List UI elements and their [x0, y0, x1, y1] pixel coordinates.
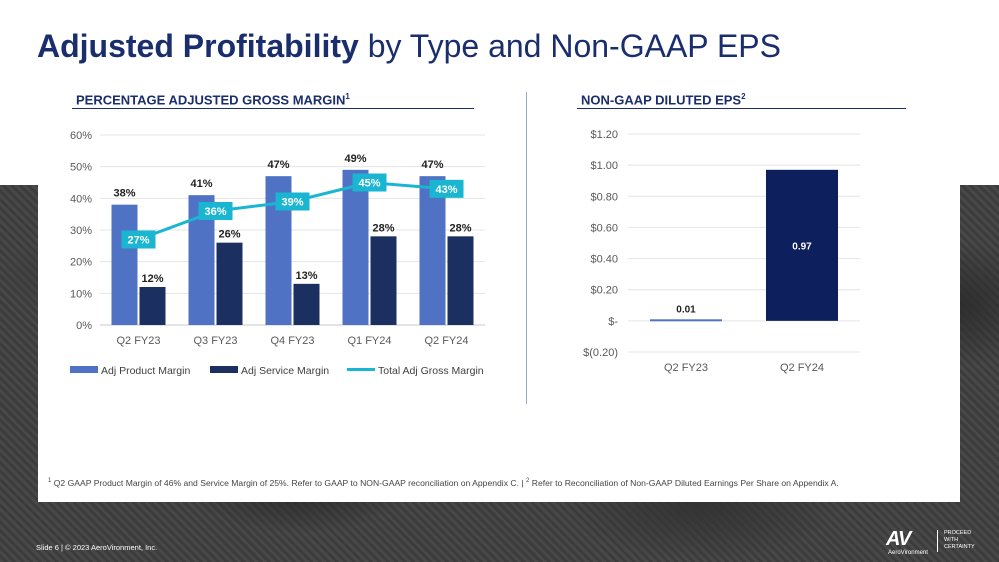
y-tick-label: $0.80 — [590, 191, 618, 203]
total-margin-label-box — [275, 192, 310, 211]
section-divider — [526, 92, 527, 404]
margin-title-rule — [72, 108, 474, 109]
x-tick-label: Q4 FY23 — [270, 335, 314, 347]
title-bold: Adjusted Profitability — [37, 28, 359, 64]
service-margin-label: 12% — [141, 273, 163, 285]
y-tick-label: 40% — [70, 193, 92, 205]
product-margin-bar — [111, 204, 138, 325]
y-tick-label: $(0.20) — [583, 347, 618, 359]
logo-mark: AV — [886, 528, 911, 550]
total-margin-label-box — [198, 202, 233, 220]
total-margin-label: 43% — [435, 184, 457, 196]
service-margin-label: 13% — [295, 270, 317, 282]
y-tick-label: 50% — [70, 162, 92, 174]
eps-value-label: 0.01 — [676, 304, 696, 315]
eps-chart: $(0.20) $- $0.20 $0.40 $0.60 $0.80 $1.00 $1.20 0… — [583, 129, 860, 374]
y-tick-label: 10% — [70, 288, 92, 300]
total-margin-label-box — [352, 173, 387, 192]
margin-chart: 0% 10% 20% 30% 40% 50% 60% 38% 12% Q2 FY23 41% 26% Q… — [70, 130, 485, 377]
x-tick-label: Q2 FY23 — [116, 335, 160, 347]
service-margin-label: 28% — [372, 222, 394, 234]
eps-bar — [766, 169, 838, 321]
service-margin-bar — [370, 236, 397, 325]
eps-title-rule — [577, 108, 906, 109]
product-margin-label: 49% — [344, 153, 366, 165]
total-margin-label: 27% — [127, 235, 149, 247]
slide-title: Adjusted Profitability by Type and Non-G… — [37, 28, 781, 65]
product-margin-label: 47% — [267, 159, 289, 171]
service-margin-bar — [139, 287, 166, 325]
y-tick-label: 30% — [70, 225, 92, 237]
margin-chart-title: PERCENTAGE ADJUSTED GROSS MARGIN1 — [76, 92, 350, 108]
service-margin-bar — [447, 236, 474, 325]
total-margin-line — [137, 180, 447, 241]
y-tick-label: $1.20 — [590, 129, 618, 141]
total-margin-label: 39% — [281, 197, 303, 209]
x-tick-label: Q2 FY24 — [424, 335, 468, 347]
y-tick-label: $0.60 — [590, 222, 618, 234]
legend-label: Adj Service Margin — [241, 365, 329, 377]
x-tick-label: Q1 FY24 — [347, 335, 391, 347]
company-logo: AV AeroVironment — [886, 528, 928, 556]
tagline-separator — [937, 530, 938, 552]
legend-swatch — [210, 366, 238, 373]
product-margin-bar — [419, 176, 446, 325]
service-margin-label: 28% — [449, 222, 471, 234]
tagline: PROCEED WITH CERTAINTY — [944, 530, 975, 550]
y-tick-label: 0% — [76, 320, 92, 332]
x-tick-label: Q2 FY23 — [664, 362, 708, 374]
y-tick-label: $- — [608, 316, 618, 328]
y-tick-label: $1.00 — [590, 160, 618, 172]
logo-wordmark: AeroVironment — [888, 550, 928, 556]
service-margin-bar — [216, 242, 243, 325]
total-margin-label: 36% — [204, 206, 226, 218]
x-tick-label: Q2 FY24 — [780, 362, 824, 374]
y-tick-label: $0.40 — [590, 254, 618, 266]
eps-bar — [650, 319, 722, 322]
product-margin-label: 38% — [113, 188, 135, 200]
y-tick-label: $0.20 — [590, 285, 618, 297]
product-margin-bar — [342, 169, 369, 325]
service-margin-bar — [293, 283, 320, 325]
x-tick-label: Q3 FY23 — [193, 335, 237, 347]
total-margin-label-box — [429, 179, 464, 198]
product-margin-label: 47% — [421, 159, 443, 171]
footnote: 1 Q2 GAAP Product Margin of 46% and Serv… — [48, 478, 839, 488]
legend-label: Total Adj Gross Margin — [378, 365, 484, 377]
y-tick-label: 60% — [70, 130, 92, 142]
slide-footer: Slide 6 | © 2023 AeroVironment, Inc. — [36, 543, 158, 552]
product-margin-label: 41% — [190, 178, 212, 190]
legend-label: Adj Product Margin — [101, 365, 190, 377]
total-margin-label: 45% — [358, 178, 380, 190]
eps-chart-title: NON-GAAP DILUTED EPS2 — [581, 92, 746, 108]
eps-value-label: 0.97 — [792, 241, 812, 252]
total-margin-label-box — [121, 230, 156, 249]
service-margin-label: 26% — [218, 229, 240, 241]
legend-swatch — [70, 366, 98, 373]
title-rest: by Type and Non-GAAP EPS — [358, 28, 781, 64]
y-tick-label: 20% — [70, 257, 92, 269]
